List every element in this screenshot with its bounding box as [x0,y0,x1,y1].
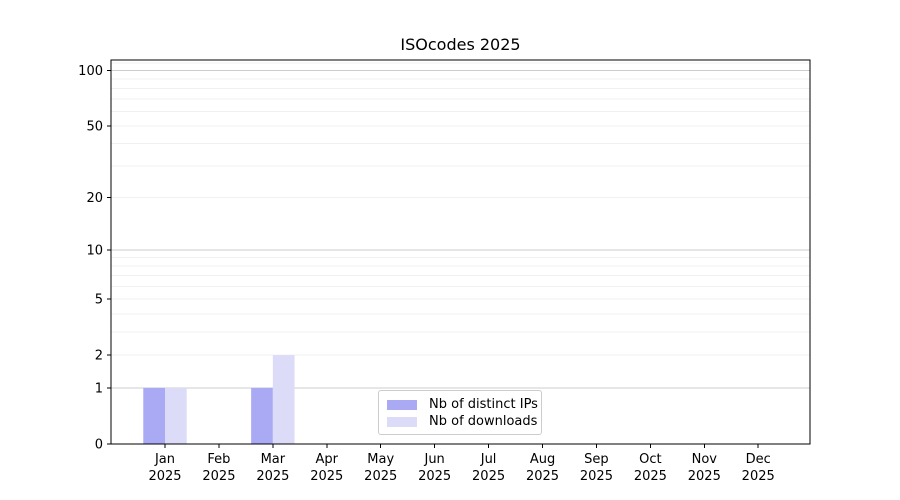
x-tick-label-month: Jul [480,452,497,467]
x-tick-label-month: Jun [423,452,444,467]
x-tick-label-month: Feb [207,452,230,467]
chart-title: ISOcodes 2025 [400,35,521,54]
x-tick-label-month: Sep [584,452,609,467]
x-tick-label-month: Apr [316,452,339,467]
x-tick-label-month: May [367,452,394,467]
x-tick-label-year: 2025 [688,469,721,484]
legend-label-downloads: Nb of downloads [429,414,538,429]
bar-downloads [272,355,295,444]
legend: Nb of distinct IPs Nb of downloads [378,390,542,435]
legend-item-downloads: Nb of downloads [387,413,537,430]
y-tick-label: 5 [95,292,103,307]
legend-swatch-downloads [387,416,417,427]
y-tick-label: 100 [78,64,103,79]
y-tick-label: 50 [86,119,103,134]
x-tick-label-year: 2025 [472,469,505,484]
bar-distinct-ips [143,387,165,444]
x-tick-label-month: Dec [746,452,771,467]
y-tick-label: 20 [86,191,103,206]
x-tick-label-year: 2025 [148,469,181,484]
x-tick-label-month: Aug [530,452,555,467]
y-tick-label: 0 [95,438,103,453]
x-tick-label-year: 2025 [256,469,289,484]
x-tick-label-month: Oct [639,452,661,467]
legend-label-distinct-ips: Nb of distinct IPs [429,397,538,412]
bar-downloads [165,387,187,444]
x-tick-label-year: 2025 [364,469,397,484]
x-tick-label-year: 2025 [580,469,613,484]
x-tick-label-year: 2025 [526,469,559,484]
x-tick-label-month: Mar [261,452,286,467]
x-tick-label-year: 2025 [742,469,775,484]
x-tick-label-year: 2025 [202,469,235,484]
x-tick-label-month: Jan [154,452,175,467]
y-tick-label: 2 [95,349,103,364]
x-tick-label-year: 2025 [310,469,343,484]
x-tick-label-year: 2025 [634,469,667,484]
bar-distinct-ips [251,387,273,444]
legend-item-distinct-ips: Nb of distinct IPs [387,396,538,413]
x-tick-label-month: Nov [692,452,718,467]
x-tick-label-year: 2025 [418,469,451,484]
legend-swatch-distinct-ips [387,399,417,410]
y-tick-label: 1 [95,381,103,396]
plot-border [110,59,811,445]
y-tick-label: 10 [86,243,103,258]
